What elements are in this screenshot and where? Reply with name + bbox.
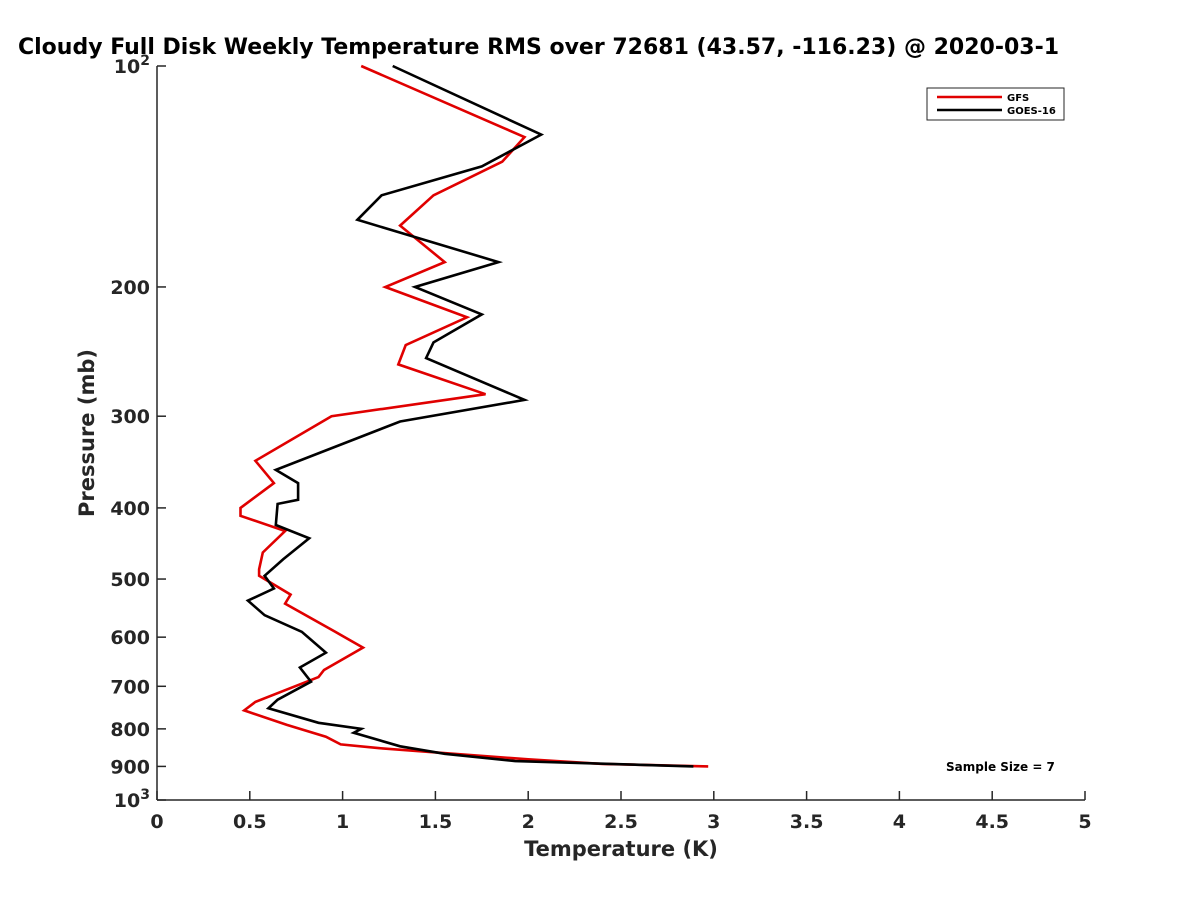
y-tick-label: 102 <box>114 53 150 78</box>
series-layer <box>239 64 709 768</box>
axes-background <box>157 66 1085 800</box>
legend-label-gfs: GFS <box>1007 93 1029 104</box>
y-tick-label: 300 <box>110 406 150 428</box>
y-tick-label: 700 <box>110 676 150 698</box>
legend-box <box>926 87 1065 121</box>
x-tick-label: 1 <box>336 811 349 833</box>
series-line-gfs <box>239 64 709 768</box>
x-tick-label: 5 <box>1078 811 1091 833</box>
x-tick-label: 2 <box>522 811 535 833</box>
y-ticks: 102 200 300 400 500 600 700 800 900 103 <box>110 53 166 812</box>
chart-title: Cloudy Full Disk Weekly Temperature RMS … <box>18 35 1059 60</box>
sample-size-annotation: Sample Size = 7 <box>946 760 1055 774</box>
y-tick-label: 800 <box>110 719 150 741</box>
x-tick-label: 2.5 <box>604 811 638 833</box>
x-tick-label: 4.5 <box>975 811 1009 833</box>
x-tick-label: 0.5 <box>233 811 267 833</box>
series-line-goes16 <box>245 64 694 768</box>
x-tick-label: 3 <box>707 811 720 833</box>
x-tick-label: 4 <box>893 811 906 833</box>
x-tick-label: 3.5 <box>790 811 824 833</box>
y-axis-label: Pressure (mb) <box>75 349 99 517</box>
x-tick-label: 1.5 <box>419 811 453 833</box>
y-tick-label: 500 <box>110 569 150 591</box>
y-tick-label: 900 <box>110 756 150 778</box>
legend-label-goes16: GOES-16 <box>1007 106 1056 117</box>
y-tick-label: 103 <box>114 787 150 812</box>
y-tick-label: 600 <box>110 627 150 649</box>
x-axis-label: Temperature (K) <box>524 837 718 861</box>
legend: GFS GOES-16 <box>926 87 1065 121</box>
y-tick-label: 200 <box>110 277 150 299</box>
x-ticks: 0 0.5 1 1.5 2 2.5 3 3.5 4 4.5 5 <box>150 791 1092 833</box>
y-tick-label: 400 <box>110 498 150 520</box>
x-tick-label: 0 <box>150 811 163 833</box>
